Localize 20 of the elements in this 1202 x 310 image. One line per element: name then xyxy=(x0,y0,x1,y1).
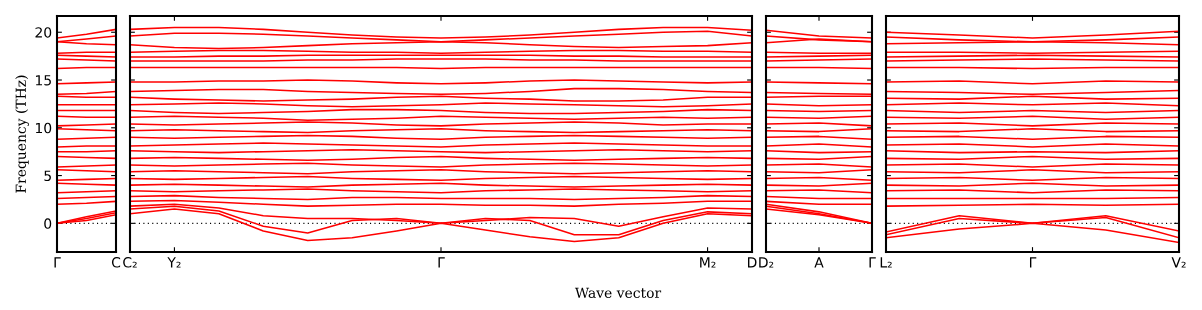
y-tick-label: 0 xyxy=(44,218,52,229)
x-tick-label: C₂ xyxy=(123,257,137,268)
y-tick-label: 10 xyxy=(35,122,52,134)
y-tick-label: 20 xyxy=(35,27,52,38)
x-tick-label: A xyxy=(814,257,824,268)
y-tick-label: 5 xyxy=(44,170,51,182)
x-tick-label: D xyxy=(748,257,757,268)
x-tick-label: L₂ xyxy=(880,257,892,268)
x-tick-label: Γ xyxy=(1029,257,1037,268)
x-tick-label: M₂ xyxy=(700,257,716,268)
x-tick-label: V₂ xyxy=(1171,257,1186,268)
x-tick-label: Y₂ xyxy=(167,257,181,268)
x-tick-label: Γ xyxy=(438,257,445,268)
x-tick-label: C xyxy=(111,257,121,268)
y-axis-title: Frequency (THz) xyxy=(15,75,29,193)
x-tick-label: D₂ xyxy=(759,257,774,268)
x-axis-title: Wave vector xyxy=(574,287,662,299)
y-tick-label: 15 xyxy=(35,75,51,86)
x-tick-label: Γ xyxy=(54,257,61,268)
x-tick-label: Γ xyxy=(869,257,876,268)
